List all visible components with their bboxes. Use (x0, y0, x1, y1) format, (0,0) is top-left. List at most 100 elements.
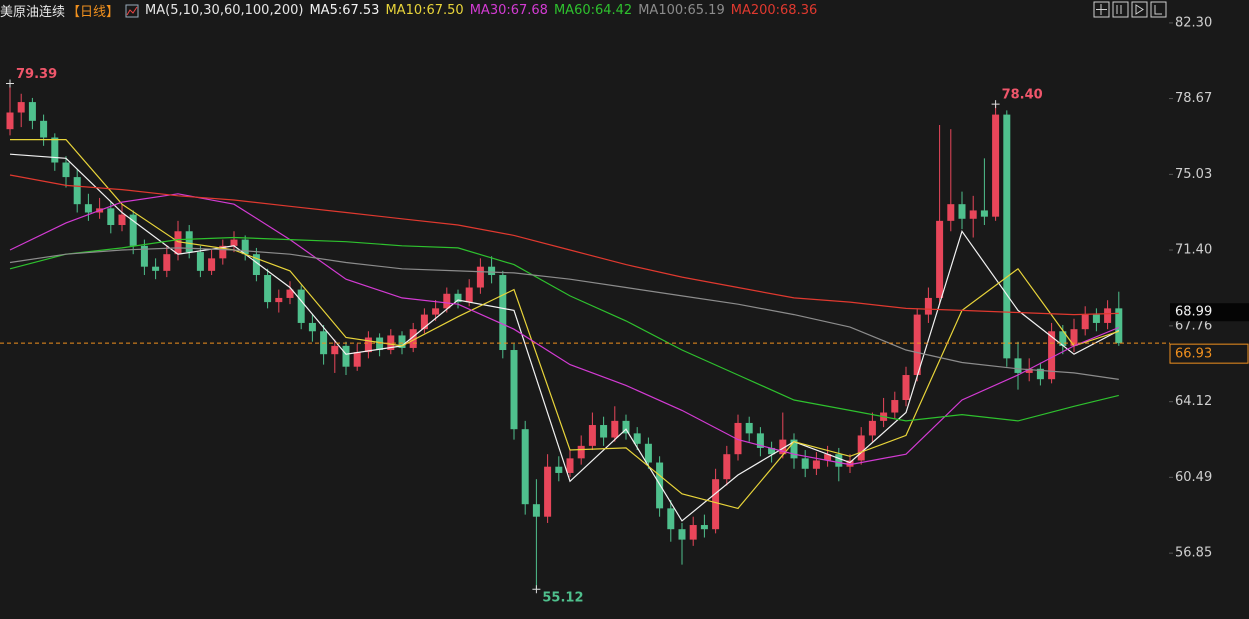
candle-body (1070, 329, 1078, 346)
period[interactable]: 【日线】 (67, 5, 120, 20)
candle-body (812, 460, 820, 469)
candle-body (969, 210, 977, 219)
candle-body (118, 214, 126, 226)
tool-icon[interactable] (1112, 1, 1129, 18)
indicator-icon[interactable] (125, 4, 139, 18)
candle-body (667, 508, 675, 530)
candle-body (1025, 368, 1033, 373)
candle-body (857, 435, 865, 461)
candle-body (544, 466, 552, 517)
candle-body (252, 254, 260, 276)
toolbar (1093, 1, 1167, 18)
extreme-label: 55.12 (542, 591, 583, 606)
candle-body (208, 258, 216, 271)
candle-body (409, 329, 417, 348)
candle-body (499, 275, 507, 351)
ma-line (10, 139, 1119, 510)
candle-body (107, 208, 115, 226)
candle-body (1014, 358, 1022, 373)
y-tick-label: 78.67 (1175, 91, 1212, 106)
candle-body (868, 420, 876, 436)
price-tag-box (1170, 303, 1249, 322)
candle-body (51, 137, 59, 163)
candle-body (980, 210, 988, 217)
candle-body (286, 289, 294, 298)
candle-body (1081, 314, 1089, 330)
price-tag: 66.93 (1175, 347, 1212, 362)
candle-body (891, 400, 899, 413)
candle-body (1059, 331, 1067, 346)
candle-body (219, 245, 227, 259)
candle-body (611, 420, 619, 438)
candle-body (678, 529, 686, 540)
candle-body (1092, 314, 1100, 323)
candle-body (768, 447, 776, 455)
candle-body (353, 352, 361, 367)
legend-entry: MA30:67.68 (469, 3, 548, 18)
ma-line (9, 174, 1119, 316)
candle-body (364, 337, 372, 353)
candle-body (700, 525, 708, 530)
extreme-marker (6, 79, 14, 88)
indicator: MA(5,10,30,60,100,200) (145, 3, 304, 18)
candle-body (1003, 114, 1011, 359)
candle-body (241, 239, 249, 255)
legend-entry: MA60:64.42 (553, 3, 633, 18)
candle-body (712, 479, 720, 530)
candle-body (387, 335, 395, 351)
candle-body (465, 287, 473, 303)
ma-line (9, 247, 1119, 380)
y-tick-label: 75.03 (1175, 167, 1212, 182)
candle-body (633, 433, 641, 444)
candle-body (308, 322, 316, 332)
candle-body (532, 504, 540, 517)
candle-body (689, 525, 697, 540)
tool-glyph (1096, 4, 1162, 15)
y-tick-label: 82.30 (1175, 15, 1212, 30)
candle-body (420, 314, 428, 330)
candle-body (331, 345, 339, 355)
candle-body (992, 114, 1000, 217)
candle-body (835, 454, 843, 467)
candle-body (790, 439, 798, 459)
y-tick-label: 60.49 (1175, 470, 1212, 485)
legend-entry: MA100:65.19 (638, 3, 725, 18)
tool-icon[interactable] (1150, 1, 1167, 18)
candle-body (521, 429, 529, 505)
extreme-marker (991, 100, 1000, 109)
candle-body (230, 239, 238, 246)
candle-body (185, 231, 193, 253)
tool-icon[interactable] (1093, 1, 1110, 18)
candle-body (432, 308, 440, 315)
candle-body (488, 266, 496, 276)
candle-body (600, 425, 608, 438)
candle-body (6, 112, 14, 130)
legend-entry: MA200:68.36 (730, 3, 818, 18)
tool-icon[interactable] (1131, 1, 1148, 18)
candle-body (297, 289, 305, 323)
price-tag-box (1169, 343, 1249, 364)
candle-body (936, 220, 944, 298)
candle-body (443, 293, 451, 309)
candle-body (1115, 308, 1123, 344)
candle-body (163, 254, 171, 271)
candles (6, 83, 1123, 590)
candle-body (566, 458, 574, 473)
candle-body (723, 454, 731, 480)
candle-body (454, 293, 462, 303)
ma-line (9, 236, 1119, 422)
candle-body (745, 422, 753, 434)
candle-body (958, 204, 966, 219)
candle-body (398, 335, 406, 348)
candle-body (376, 337, 384, 351)
candle-body (588, 425, 596, 446)
extreme-marker (532, 585, 541, 594)
candle-body (40, 120, 48, 138)
candle-body (846, 460, 854, 467)
price-tag: 68.99 (1175, 305, 1212, 320)
y-tick-label: 64.12 (1175, 394, 1212, 409)
candle-body (140, 245, 148, 267)
candle-body (129, 214, 137, 246)
ma-line (9, 153, 1120, 522)
candle-body (1048, 331, 1056, 380)
